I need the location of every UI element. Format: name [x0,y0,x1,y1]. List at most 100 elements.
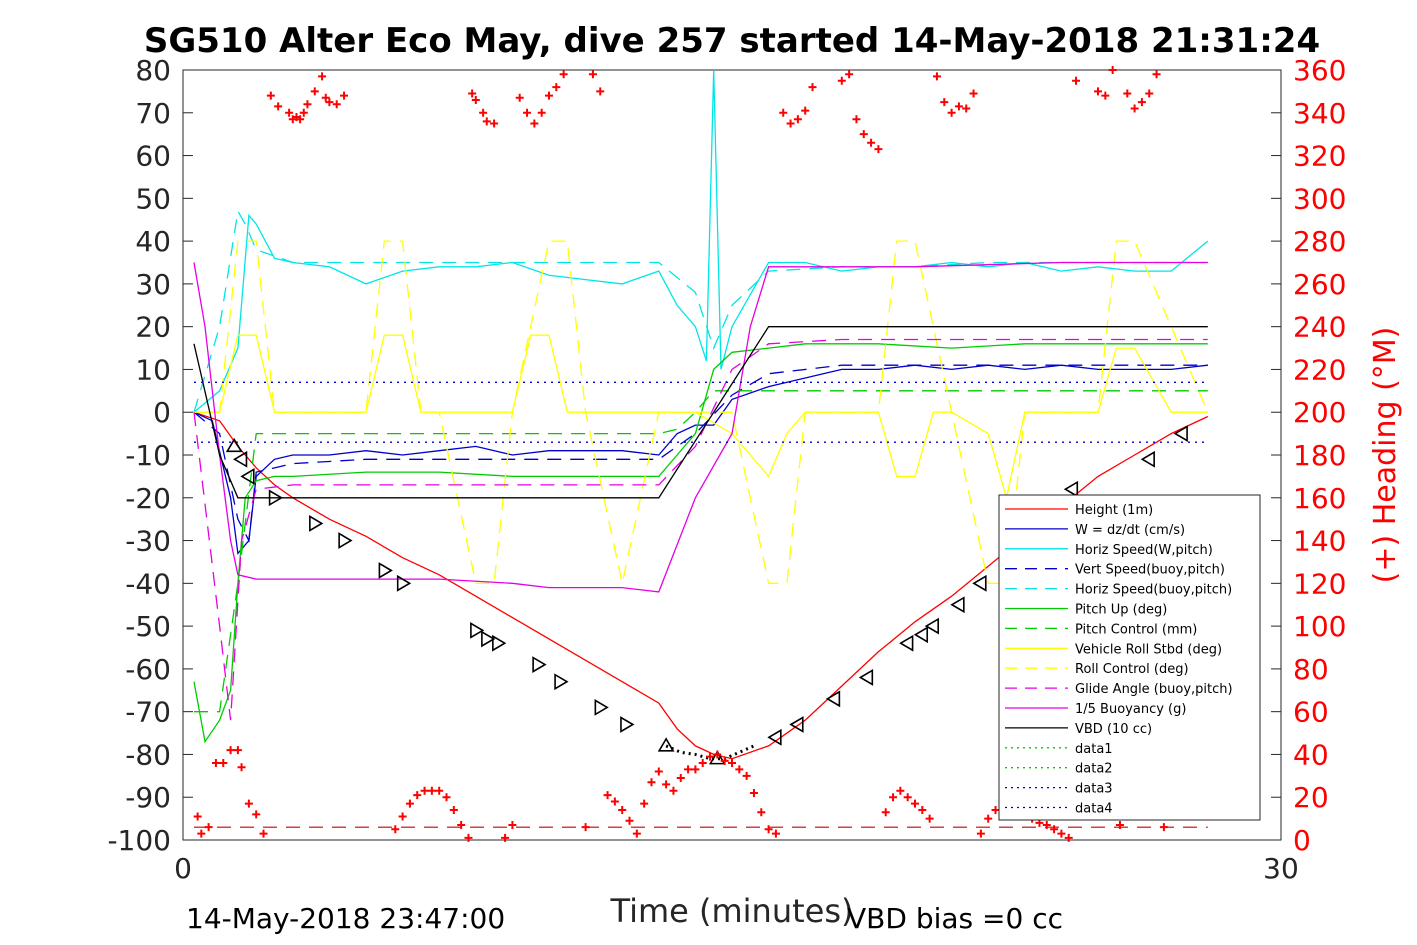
triangle-marker [924,617,940,635]
heading-point [786,119,795,128]
heading-point [501,833,510,842]
y-tick-label: -70 [125,696,171,729]
right-y-tick-label: 0 [1293,824,1311,857]
heading-point [618,806,627,815]
tick-layer: 80706050403020100-10-20-30-40-50-60-70-8… [107,54,1346,885]
triangle-marker [554,673,569,691]
legend-entry-label: 1/5 Buoyancy (g) [1075,702,1186,717]
heading-point [405,799,414,808]
triangle-marker [767,728,782,746]
right-y-tick-label: 340 [1293,97,1346,130]
legend-entry-label: Horiz Speed(W,pitch) [1075,543,1213,558]
heading-point [596,87,605,96]
triangle-marker [594,698,609,716]
heading-point [303,100,312,109]
heading-point [266,91,275,100]
heading-point [852,115,861,124]
right-y-tick-label: 20 [1293,781,1329,814]
y-tick-label: 60 [135,140,171,173]
triangle-marker [899,634,914,652]
heading-point [427,786,436,795]
y-tick-label: -60 [125,653,171,686]
y-tick-label: -50 [125,610,171,643]
heading-point [837,76,846,85]
heading-point [552,83,561,92]
right-y-tick-label: 300 [1293,182,1346,215]
heading-point [244,799,253,808]
heading-point [603,791,612,800]
series-line-vert-speed-buoy-pitch- [193,364,1208,543]
triangle-marker [240,467,255,485]
y-tick-label: -30 [125,525,171,558]
legend-entry-label: data4 [1075,802,1113,817]
y-tick-label: -100 [107,824,171,857]
heading-point [332,100,341,109]
heading-point [559,70,568,79]
legend-entry-label: data1 [1075,742,1113,757]
triangle-marker [620,716,635,733]
heading-point [310,87,319,96]
heading-point [296,115,305,124]
y-tick-label: 40 [135,225,171,258]
heading-point [1152,70,1161,79]
footer-timestamp: 14-May-2018 23:47:00 [186,902,505,935]
heading-point [647,778,656,787]
triangle-marker [972,574,987,592]
right-y-tick-label: 240 [1293,311,1346,344]
heading-point [1115,821,1124,830]
y-tick-label: -20 [125,482,171,515]
legend-entry-label: Vert Speed(buoy,pitch) [1075,563,1225,578]
triangle-marker [396,574,412,592]
heading-point [962,104,971,113]
heading-point [219,759,228,767]
legend-entry-label: data3 [1075,782,1113,797]
heading-point [728,759,736,767]
heading-point [1130,104,1139,113]
heading-point [1064,833,1073,842]
heading-point [684,765,693,774]
heading-point [197,829,206,838]
right-y-tick-label: 140 [1293,525,1346,558]
legend-entry-label: data2 [1075,762,1113,777]
heading-point [625,816,634,825]
right-y-tick-label: 220 [1293,353,1346,386]
triangle-marker [913,626,929,644]
heading-point [757,808,766,817]
legend-entry-label: Roll Control (deg) [1075,662,1189,677]
y-tick-label: -90 [125,781,171,814]
right-y-tick-label: 80 [1293,653,1329,686]
legend-entry-label: Horiz Speed(buoy,pitch) [1075,583,1232,598]
heading-point [252,810,261,819]
legend-entry-label: Pitch Control (mm) [1075,622,1197,637]
heading-point [808,83,817,92]
right-y-tick-label: 160 [1293,482,1346,515]
heading-point [508,821,517,830]
triangle-marker [789,716,804,733]
heading-point [479,108,488,117]
legend-entry-label: W = dz/dt (cm/s) [1075,523,1185,538]
heading-point [464,833,473,842]
triangle-marker [309,515,324,532]
triangle-marker [481,630,496,648]
heading-point [471,95,480,104]
y-tick-label: 10 [135,353,171,386]
heading-point [285,108,294,117]
triangle-marker [825,690,841,708]
heading-point [896,786,905,795]
triangle-marker [708,750,726,765]
heading-point [1050,825,1059,834]
y-tick-label: -40 [125,567,171,600]
heading-point [632,829,641,838]
y-tick-label: 20 [135,311,171,344]
triangle-marker [950,596,965,614]
footer-vbd-bias: VBD bias =0 cc [847,902,1063,935]
heading-point [925,814,934,823]
heading-point [321,93,330,102]
heading-point [801,106,810,115]
heading-point [420,786,429,795]
triangle-marker [858,669,874,686]
heading-point [691,765,700,774]
series-line-1-5-buoyancy-g- [193,261,1208,593]
heading-point [1101,91,1110,100]
